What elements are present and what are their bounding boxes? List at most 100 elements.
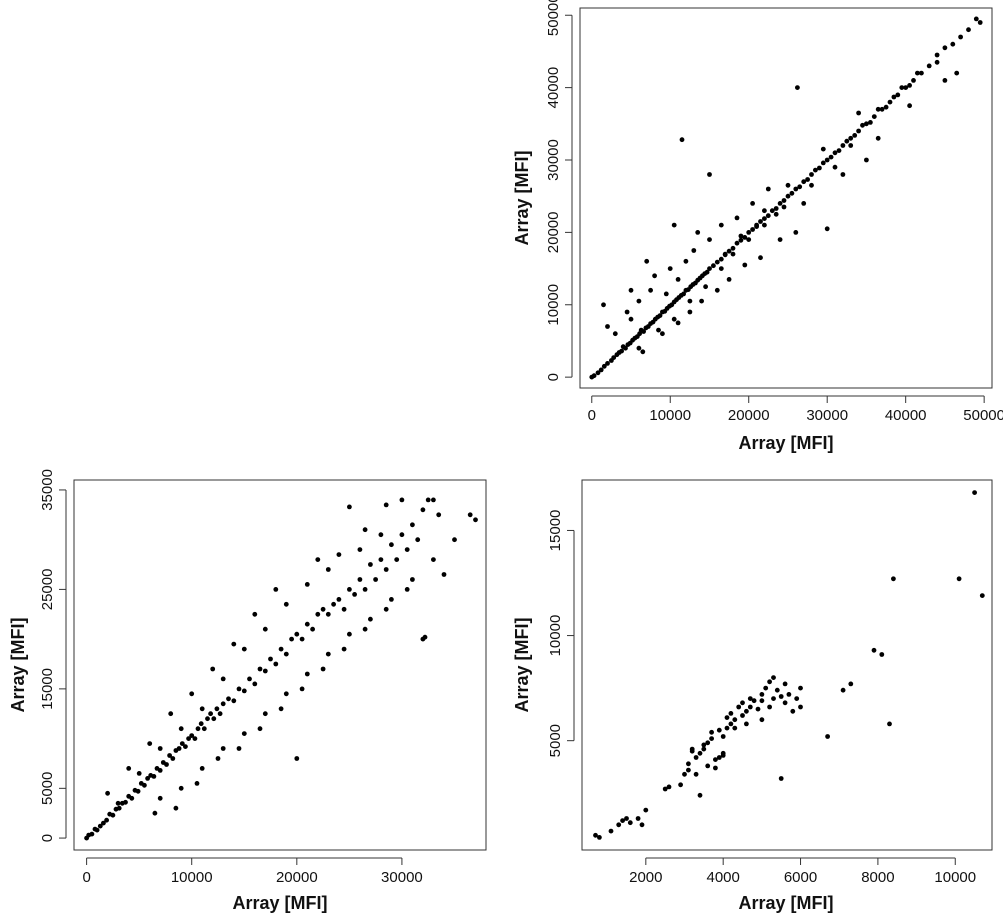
data-point: [907, 103, 912, 109]
data-point: [336, 552, 342, 557]
data-point: [247, 676, 252, 682]
data-point: [347, 587, 352, 592]
data-point: [299, 636, 305, 642]
data-point: [724, 715, 730, 720]
y-tick-label: 0: [545, 373, 562, 381]
data-point: [793, 230, 799, 235]
data-point: [701, 746, 707, 752]
data-point: [934, 59, 940, 65]
data-point: [786, 692, 792, 697]
data-point: [750, 201, 755, 206]
data-point: [624, 309, 630, 315]
data-point: [176, 746, 182, 751]
data-point: [635, 816, 641, 821]
data-point: [794, 696, 800, 701]
data-point: [973, 16, 979, 22]
data-point: [720, 750, 726, 756]
data-point: [868, 120, 873, 125]
x-tick-label: 20000: [728, 407, 770, 424]
data-point: [773, 206, 779, 211]
data-point: [347, 631, 352, 637]
data-point: [325, 651, 331, 657]
data-point: [934, 52, 940, 58]
y-tick-label: 5000: [547, 724, 564, 757]
data-point: [94, 827, 100, 833]
data-point: [765, 186, 771, 192]
data-point: [738, 237, 744, 243]
data-point: [687, 309, 693, 315]
data-point: [718, 266, 724, 271]
x-tick-label: 30000: [381, 869, 423, 886]
data-point: [751, 698, 757, 704]
data-point: [167, 753, 173, 758]
y-tick-label: 10000: [545, 284, 562, 326]
data-point: [157, 746, 163, 751]
data-point: [357, 577, 363, 582]
data-point: [769, 208, 775, 214]
data-point: [754, 222, 759, 228]
y-axis-title: Array [MFI]: [8, 617, 28, 712]
data-point: [789, 190, 795, 196]
data-point: [740, 713, 745, 718]
data-point: [431, 557, 436, 562]
data-point: [832, 164, 838, 170]
data-point: [864, 157, 869, 163]
data-point: [289, 636, 294, 642]
data-point: [762, 216, 767, 222]
data-point: [628, 287, 634, 293]
data-point: [675, 277, 681, 282]
data-point: [304, 621, 310, 627]
data-point: [703, 284, 708, 290]
data-point: [687, 298, 693, 304]
y-tick-label: 10000: [547, 615, 564, 657]
data-point: [747, 696, 753, 701]
data-point: [671, 222, 677, 228]
data-point: [115, 800, 121, 806]
data-point: [705, 740, 711, 746]
data-point: [624, 816, 629, 821]
data-point: [707, 237, 712, 243]
data-point: [820, 146, 826, 152]
data-point: [907, 83, 912, 88]
data-point: [231, 698, 237, 704]
data-point: [164, 762, 169, 767]
data-point: [628, 316, 634, 322]
data-point: [315, 611, 321, 617]
scatter-panel-bottom-left: 0 10000 20000 30000 0 5000 15000 25000 35000 Ar…: [8, 469, 487, 913]
data-point: [241, 731, 247, 736]
y-tick-label: 40000: [545, 67, 562, 109]
data-point: [704, 269, 710, 275]
data-point: [283, 691, 289, 697]
data-point: [262, 626, 268, 632]
x-tick-label: 4000: [706, 869, 739, 886]
data-point: [252, 611, 258, 617]
data-point: [273, 661, 279, 667]
data-point: [186, 736, 192, 741]
data-point: [341, 646, 347, 652]
data-point: [641, 329, 646, 334]
data-point: [966, 27, 971, 33]
data-point: [848, 681, 854, 687]
data-point: [273, 587, 279, 592]
data-point: [452, 537, 457, 543]
data-point: [283, 601, 289, 607]
data-point: [101, 820, 106, 826]
data-point: [643, 807, 649, 813]
data-point: [759, 692, 765, 697]
data-point: [801, 201, 807, 206]
data-point: [824, 226, 830, 232]
data-point: [467, 512, 473, 518]
y-tick-label: 15000: [39, 668, 56, 710]
data-point: [809, 182, 814, 188]
data-point: [325, 611, 331, 617]
data-point: [777, 237, 783, 243]
data-point: [147, 741, 153, 746]
data-point: [728, 721, 734, 727]
data-point: [763, 685, 769, 691]
data-point: [663, 291, 669, 297]
y-axis-title: Array [MFI]: [512, 617, 532, 712]
data-point: [782, 681, 788, 687]
data-point: [620, 818, 625, 823]
data-point: [189, 691, 195, 697]
y-tick-label: 50000: [545, 0, 562, 36]
